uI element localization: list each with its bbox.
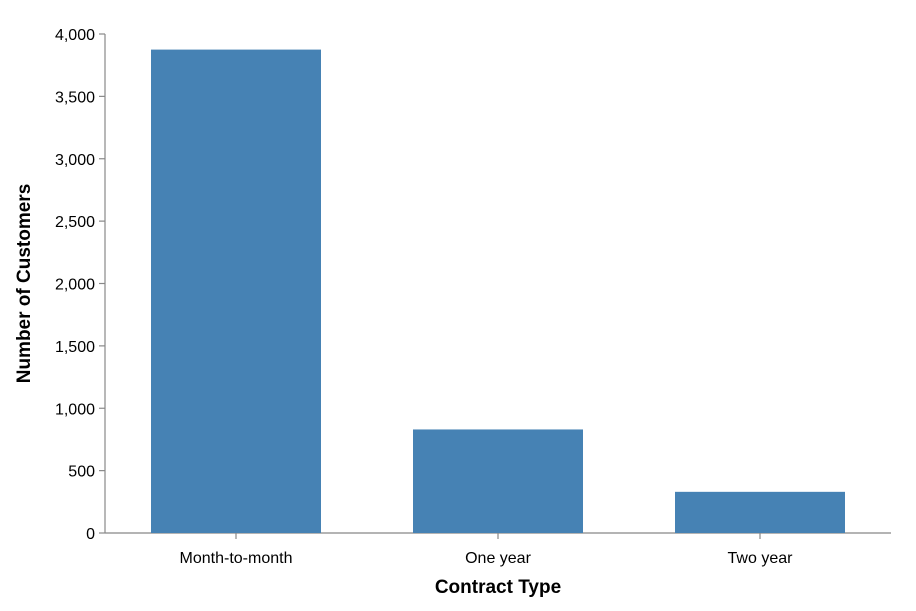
y-tick-label: 3,500	[55, 89, 95, 106]
x-tick-label: One year	[465, 550, 531, 567]
y-tick-label: 2,000	[55, 277, 95, 294]
y-tick-label: 500	[68, 464, 95, 481]
y-tick-label: 3,000	[55, 152, 95, 169]
x-axis: Month-to-month One year Two year	[105, 532, 891, 567]
y-axis-title: Number of Customers	[14, 184, 35, 384]
bar-one-year	[413, 429, 583, 533]
y-tick-label: 1,500	[55, 339, 95, 356]
x-tick-label: Month-to-month	[180, 550, 293, 567]
y-tick-label: 0	[86, 526, 95, 543]
bar-two-year	[675, 491, 845, 533]
bars-group	[151, 49, 845, 533]
y-tick-label: 2,500	[55, 214, 95, 231]
y-tick-label: 1,000	[55, 401, 95, 418]
y-tick-label: 4,000	[55, 27, 95, 44]
x-tick-label: Two year	[728, 550, 794, 567]
x-axis-title: Contract Type	[435, 577, 561, 598]
bar-month-to-month	[151, 49, 321, 533]
y-axis: 0 500 1,000 1,500 2,000 2,500 3,000 3,500 4,000	[55, 27, 106, 543]
